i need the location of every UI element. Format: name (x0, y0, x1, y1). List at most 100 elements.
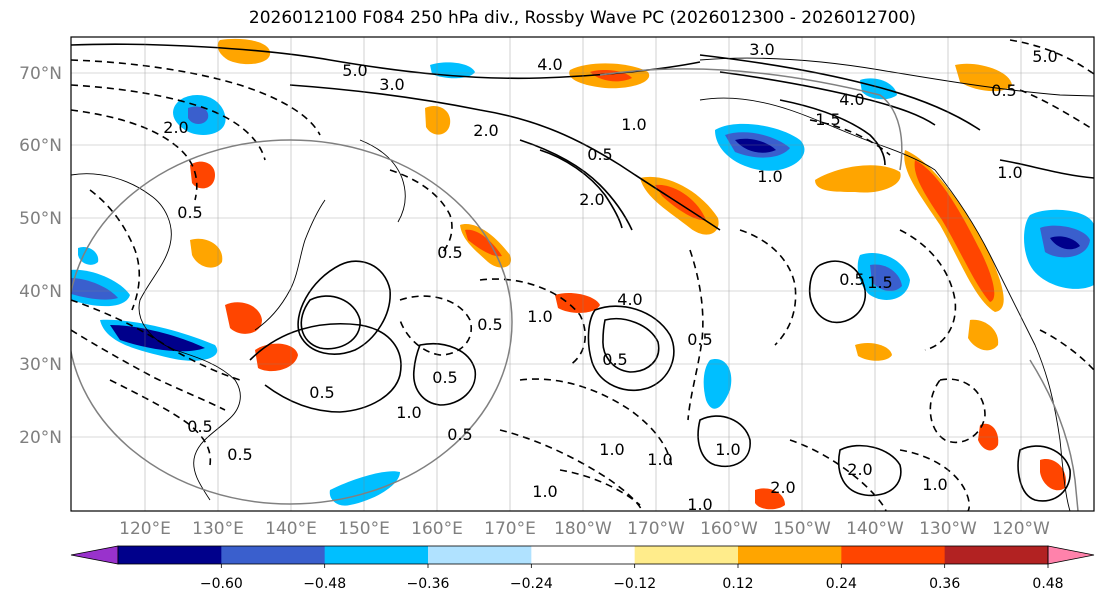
map-area: 5.03.04.02.0 2.05.03.04.01.51.02.01.01.00… (71, 37, 1094, 514)
colorbar-segment (738, 546, 842, 564)
contour-label: 1.0 (687, 495, 712, 514)
contour-label: 5.0 (1032, 47, 1057, 66)
contour-line (587, 305, 675, 391)
contour-line (1039, 329, 1094, 371)
contour-label: 0.5 (477, 315, 502, 334)
wave-packet-circle (71, 139, 513, 505)
contour-label: 2.0 (163, 118, 188, 137)
negative-divergence-area (110, 325, 205, 352)
colorbar-tick-label: −0.36 (407, 576, 450, 592)
contour-line (779, 99, 886, 166)
arctic-coastline (699, 57, 1094, 97)
negative-divergence-area (329, 471, 400, 506)
colorbar-extend-high (1047, 545, 1095, 565)
positive-divergence-area (755, 488, 785, 510)
contour-label: 5.0 (342, 61, 367, 80)
colorbar-tick-label: 0.48 (1032, 576, 1063, 592)
contour-label: 1.0 (647, 450, 672, 469)
contour-line (899, 229, 957, 351)
colorbar-segment (324, 546, 429, 564)
map-frame (70, 36, 1095, 512)
contour-label: 1.0 (922, 475, 947, 494)
negative-divergence-area (735, 138, 776, 153)
latitude-label: 50°N (19, 209, 62, 229)
contour-line (808, 260, 866, 324)
wave-packet-arc (599, 68, 903, 171)
contour-line (71, 299, 241, 381)
contour-label: 1.0 (527, 307, 552, 326)
contour-label: 0.5 (602, 350, 627, 369)
contour-label: 2.0 (473, 121, 498, 140)
north-america-coastline (934, 169, 1071, 511)
colorbar-segment (118, 546, 222, 564)
positive-divergence-area (1040, 459, 1066, 491)
contour-line (699, 54, 981, 131)
contour-label: 4.0 (537, 55, 562, 74)
contour-line (71, 59, 321, 136)
contour-line (999, 159, 1094, 179)
colorbar-segment (531, 546, 636, 564)
contour-label: 0.5 (309, 383, 334, 402)
latitude-labels: 70°N 60°N 50°N 40°N 30°N 20°N (19, 64, 62, 448)
colorbar-tick-label: −0.48 (303, 576, 346, 592)
contour-label: 4.0 (839, 90, 864, 109)
latitude-label: 20°N (19, 428, 62, 448)
longitude-label: 170°W (627, 519, 685, 539)
longitude-label: 150°W (773, 519, 831, 539)
contour-line (499, 429, 643, 511)
positive-divergence-area (425, 105, 451, 135)
contour-label: 0.5 (227, 445, 252, 464)
longitude-label: 170°E (484, 519, 536, 539)
contour-label: 4.0 (617, 290, 642, 309)
colorbar-tick-label: −0.12 (613, 576, 656, 592)
positive-divergence-area (225, 302, 262, 334)
japan-coastline (254, 199, 326, 331)
colorbar-segment (841, 546, 946, 564)
contour-label: 2.0 (847, 460, 872, 479)
contour-label: 0.5 (437, 243, 462, 262)
contour-line (519, 378, 673, 471)
positive-divergence-area (190, 161, 215, 189)
positive-divergence-area (815, 165, 901, 193)
contour-labels: 5.03.04.02.0 2.05.03.04.01.51.02.01.01.00… (163, 40, 1057, 514)
contour-line (297, 260, 391, 355)
longitude-label: 140°E (265, 519, 317, 539)
colorbar-segment (944, 546, 1049, 564)
positive-divergence-area (190, 238, 223, 268)
positive-divergence-area (465, 229, 502, 257)
contour-line (399, 295, 473, 356)
contour-label: 0.5 (187, 417, 212, 436)
contour-line (71, 84, 266, 161)
negative-divergence-area (703, 359, 732, 409)
contour-line (89, 189, 141, 311)
colorbar-segments (70, 545, 1095, 565)
positive-divergence-area (855, 343, 892, 361)
contour-line (602, 318, 660, 373)
longitude-label: 180°W (554, 519, 612, 539)
positive-divergence-area (968, 319, 999, 351)
contour-line (899, 449, 971, 511)
kamchatka-coastline (359, 139, 406, 223)
contour-line (719, 71, 936, 126)
negative-divergence-area (78, 246, 99, 265)
negative-divergence-area (188, 106, 209, 124)
colorbar-segment (634, 546, 739, 564)
longitude-label: 120°E (119, 519, 171, 539)
colorbar-tick-label: 0.12 (722, 576, 753, 592)
colorbar: −0.60 −0.48 −0.36 −0.24 −0.12 0.12 0.24 0.36 0.4… (70, 545, 1095, 592)
contour-line (789, 439, 887, 511)
contour-label: 0.5 (177, 203, 202, 222)
contour-line (1019, 89, 1094, 131)
contour-line (697, 415, 751, 467)
contour-label: 0.5 (432, 368, 457, 387)
positive-divergence-area (655, 184, 706, 221)
map-title: 2026012100 F084 250 hPa div., Rossby Wav… (248, 8, 917, 28)
latitude-label: 30°N (19, 355, 62, 375)
contour-label: 1.0 (715, 440, 740, 459)
longitude-label: 130°E (192, 519, 244, 539)
contour-line (739, 229, 797, 346)
contour-line (687, 249, 704, 421)
contour-line (519, 139, 633, 231)
contour-label: 1.0 (396, 403, 421, 422)
contour-label: 3.0 (379, 75, 404, 94)
